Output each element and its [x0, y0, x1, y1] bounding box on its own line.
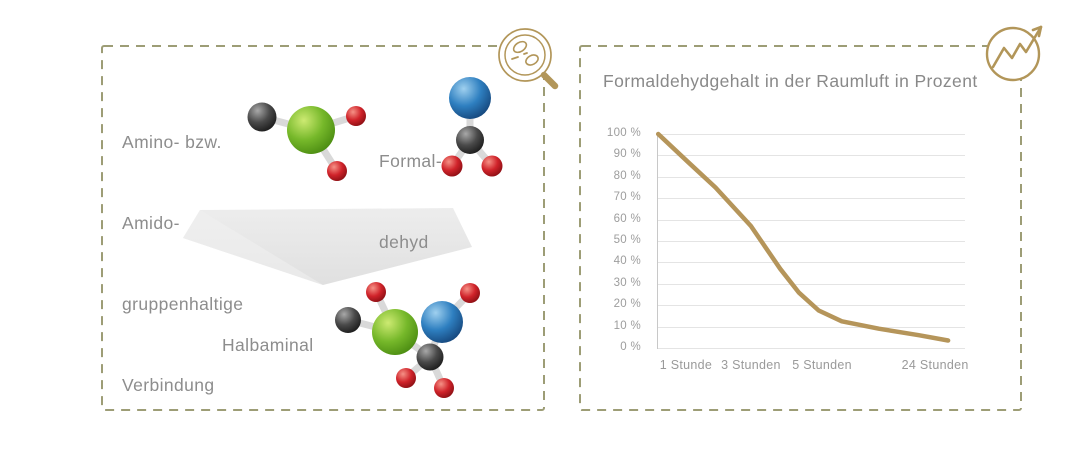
y-tick-label: 30 %	[613, 276, 641, 289]
y-tick-label: 10 %	[613, 319, 641, 332]
x-tick-label: 5 Stunden	[792, 358, 852, 372]
grid-line	[657, 262, 965, 264]
formaldehyde-label: Formal- dehyd	[379, 151, 443, 252]
x-tick-label: 1 Stunde	[659, 358, 713, 372]
grid-line	[657, 155, 965, 157]
chart-title: Formaldehydgehalt in der Raumluft in Pro…	[603, 71, 978, 91]
halbaminal-molecule	[335, 282, 480, 398]
y-tick-label: 20 %	[613, 298, 641, 311]
trend-chart-icon	[985, 25, 1043, 82]
grid-line	[657, 283, 965, 285]
microbe-magnifier-icon	[498, 28, 559, 90]
y-tick-label: 90 %	[613, 148, 641, 161]
y-tick-label: 50 %	[613, 234, 641, 246]
grid-line	[657, 176, 965, 178]
y-tick-label: 100 %	[606, 127, 641, 139]
grid-line	[657, 198, 965, 200]
grid-line	[657, 134, 965, 135]
reaction-diagram-panel: Amino- bzw. Amido- gruppenhaltige Verbin…	[101, 45, 545, 411]
y-tick-label: 70 %	[613, 191, 641, 204]
formaldehyde-molecule	[441, 77, 503, 177]
grid-line	[657, 241, 965, 242]
line-chart: 100 % 90 % 80 % 70 % 60 % 50 % 40 % 30 % 20 % 10 …	[579, 45, 1022, 411]
grid-line	[657, 326, 965, 328]
reaction-artwork	[183, 77, 503, 398]
y-tick-label: 60 %	[613, 212, 641, 225]
y-tick-label: 0 %	[620, 341, 641, 353]
y-tick-label: 40 %	[613, 255, 641, 268]
x-tick-label: 24 Stunden	[901, 358, 969, 372]
x-tick-label: 3 Stunden	[721, 358, 781, 372]
formaldehyde-chart-panel: Formaldehydgehalt in der Raumluft in Pro…	[579, 45, 1022, 411]
y-axis	[657, 134, 658, 349]
grid-line	[657, 219, 965, 221]
grid-line	[657, 348, 965, 349]
data-line	[655, 131, 951, 343]
reaction-arrow	[183, 208, 472, 285]
product-label: Halbaminal	[222, 335, 314, 355]
dashed-panel-border	[101, 45, 545, 411]
amino-compound-molecule	[247, 102, 366, 181]
y-tick-label: 80 %	[613, 169, 641, 182]
reactant-label: Amino- bzw. Amido- gruppenhaltige Verbin…	[122, 132, 244, 395]
